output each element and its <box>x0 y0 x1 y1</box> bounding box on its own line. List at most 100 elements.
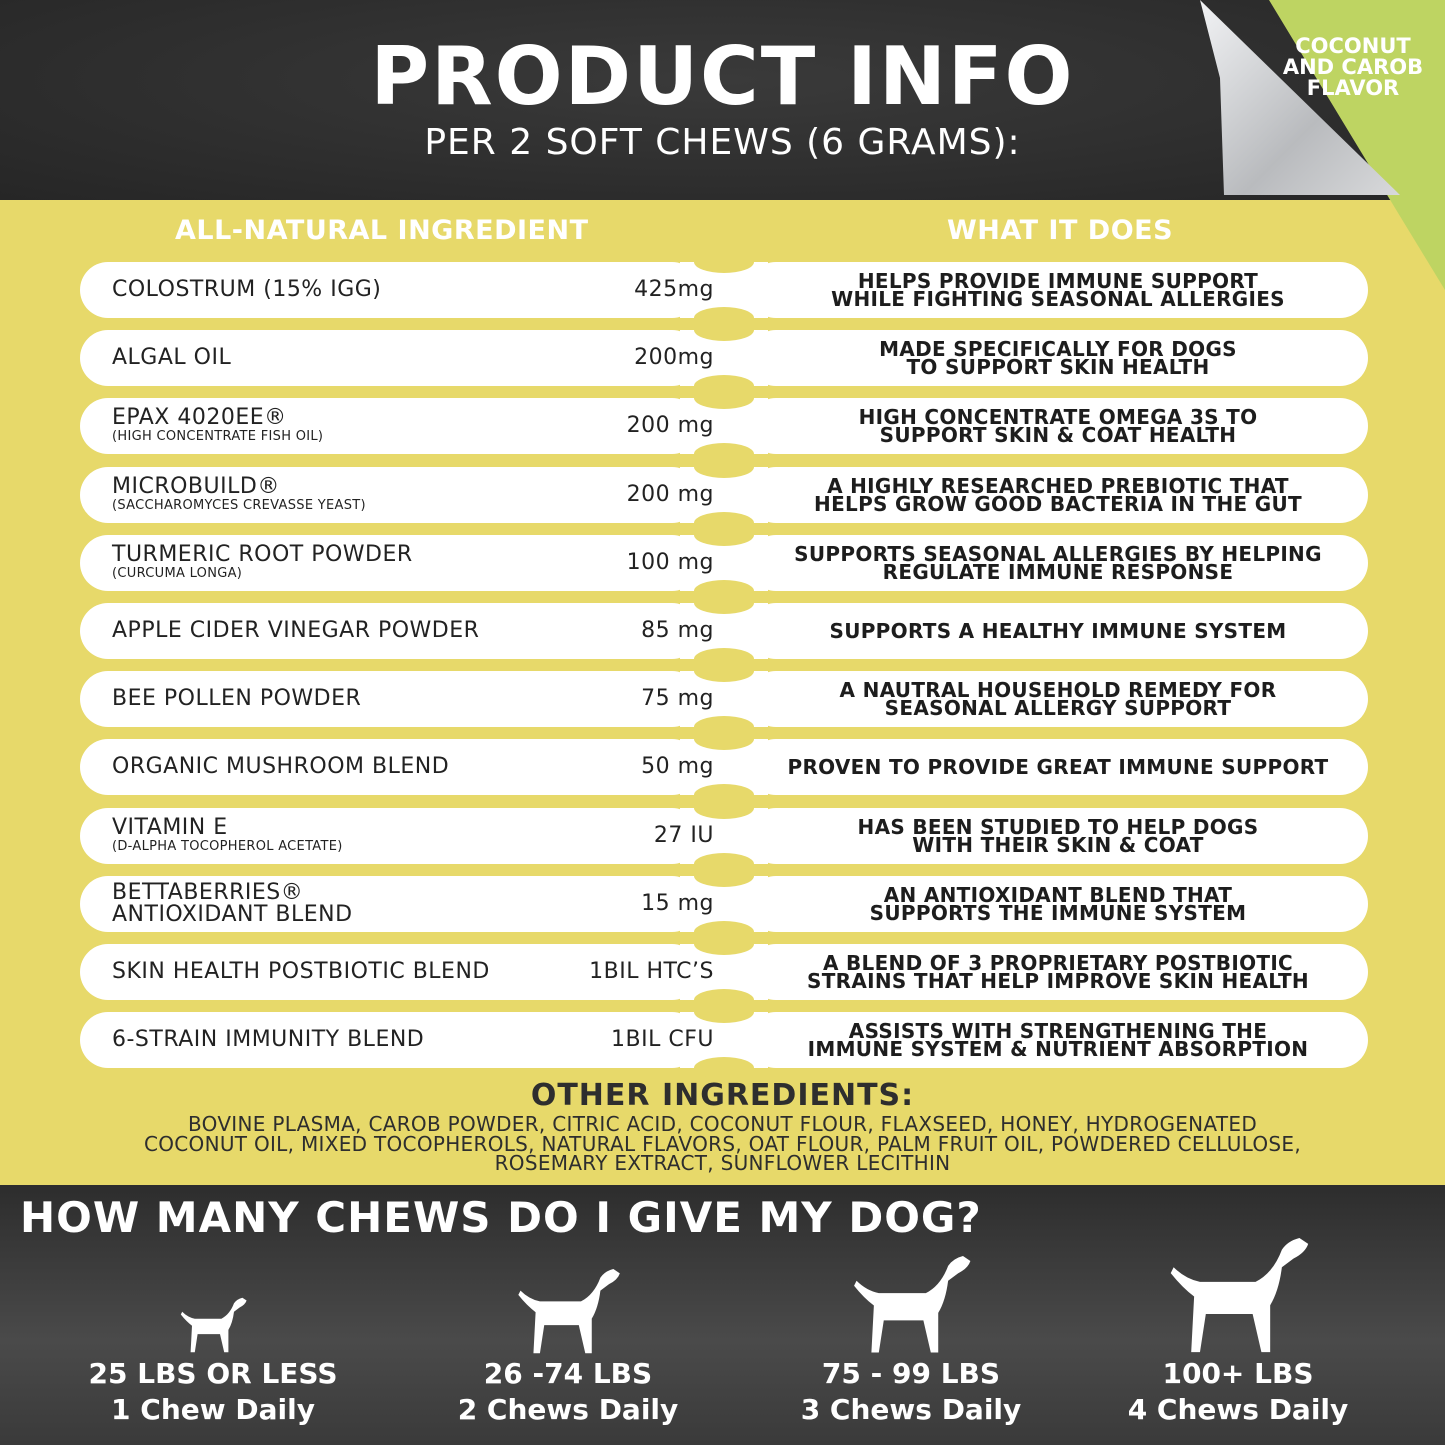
small-dog-icon <box>180 1297 247 1352</box>
ingredient-pill <box>80 398 700 455</box>
chews-per-day: 1 Chew Daily <box>111 1393 315 1426</box>
ingredient-amount: 15 mg <box>641 890 714 916</box>
ingredient-subtitle: ANTIOXIDANT BLEND <box>112 901 353 927</box>
benefit-line: A HIGHLY RESEARCHED PREBIOTIC THAT <box>827 473 1289 498</box>
ingredient-name: MICROBUILD® <box>112 473 280 499</box>
function-pill <box>748 262 1368 318</box>
ingredient-benefit: A HIGHLY RESEARCHED PREBIOTIC THAT HELPS … <box>748 467 1368 523</box>
ingredient-benefit: A BLEND OF 3 PROPRIETARY POSTBIOTIC STRAI… <box>748 944 1368 1000</box>
ingredient-name: VITAMIN E <box>112 814 228 840</box>
ingredient-benefit: PROVEN TO PROVIDE GREAT IMMUNE SUPPORT <box>748 739 1368 795</box>
table-row: BEE POLLEN POWDER 75 mg A NAUTRAL HOUSEHOL… <box>80 660 1368 739</box>
ingredient-benefit: ASSISTS WITH STRENGTHENING THE IMMUNE SYS… <box>748 1012 1368 1068</box>
chews-per-day: 4 Chews Daily <box>1127 1393 1349 1426</box>
ingredient-amount: 100 mg <box>626 549 714 575</box>
benefit-line: WITH THEIR SKIN & COAT <box>912 832 1204 857</box>
function-pill <box>748 466 1368 523</box>
ingredient-name: APPLE CIDER VINEGAR POWDER <box>112 618 480 643</box>
function-pill <box>748 671 1368 728</box>
function-pill <box>748 739 1368 796</box>
ingredient-pill <box>80 603 700 659</box>
function-pill <box>748 330 1368 387</box>
ingredient-name: COLOSTRUM (15% IGG) <box>112 277 382 302</box>
ingredient-name-cell: SKIN HEALTH POSTBIOTIC BLEND <box>112 944 490 1000</box>
page-curl-corner <box>1170 0 1445 290</box>
ingredient-pill <box>80 466 700 523</box>
table-row: 6-STRAIN IMMUNITY BLEND 1BIL CFU ASSISTS W… <box>80 1001 1368 1080</box>
ingredient-name: ORGANIC MUSHROOM BLEND <box>112 754 450 780</box>
chews-per-day: 2 Chews Daily <box>457 1393 679 1426</box>
giant-dog-icon <box>1170 1238 1309 1353</box>
benefit-line: A BLEND OF 3 PROPRIETARY POSTBIOTIC <box>822 951 1294 975</box>
ingredient-name-cell: BEE POLLEN POWDER <box>112 671 361 727</box>
ingredient-subtitle: (D-ALPHA TOCOPHEROL ACETATE) <box>112 838 343 854</box>
table-row: COLOSTRUM (15% IGG) 425mg HELPS PROVIDE IM… <box>80 251 1368 329</box>
benefit-line: AN ANTIOXIDANT BLEND THAT <box>883 882 1233 907</box>
benefit-line: WHILE FIGHTING SEASONAL ALLERGIES <box>831 287 1285 311</box>
flavor-line: COCONUT <box>1295 34 1411 58</box>
ingredient-pill <box>80 944 700 1000</box>
ingredient-name-cell: ORGANIC MUSHROOM BLEND <box>112 739 449 795</box>
table-row: APPLE CIDER VINEGAR POWDER 85 mg SUPPORTS … <box>80 592 1368 670</box>
table-row: BETTABERRIES® ANTIOXIDANT BLEND 15 mg AN AN… <box>80 864 1368 943</box>
benefit-line: HIGH CONCENTRATE OMEGA 3S TO <box>858 405 1258 430</box>
function-pill <box>748 534 1368 591</box>
ingredient-name-cell: APPLE CIDER VINEGAR POWDER <box>112 603 479 659</box>
benefit-line: SUPPORT SKIN & COAT HEALTH <box>879 423 1237 448</box>
table-row: VITAMIN E (D-ALPHA TOCOPHEROL ACETATE) 27 … <box>80 796 1368 875</box>
function-column-header: WHAT IT DOES <box>946 215 1174 246</box>
ingredient-column-header: ALL-NATURAL INGREDIENT <box>175 215 589 246</box>
table-row: EPAX 4020EE® (HIGH CONCENTRATE FISH OIL) 2… <box>80 387 1368 466</box>
ingredient-benefit: HAS BEEN STUDIED TO HELP DOGS WITH THEIR … <box>748 808 1368 864</box>
flavor-badge: COCONUT AND CAROB FLAVOR <box>1273 36 1433 99</box>
ingredient-amount: 27 IU <box>653 822 714 848</box>
weight-range: 75 - 99 LBS <box>821 1357 1001 1390</box>
ingredient-name-cell: ALGAL OIL <box>112 330 231 386</box>
benefit-line: SEASONAL ALLERGY SUPPORT <box>884 696 1232 721</box>
ingredient-pill <box>80 330 700 387</box>
ingredient-benefit: SUPPORTS A HEALTHY IMMUNE SYSTEM <box>748 603 1368 659</box>
ingredient-pill <box>80 739 700 796</box>
function-pill <box>748 807 1368 864</box>
ingredient-subtitle: (HIGH CONCENTRATE FISH OIL) <box>112 429 324 445</box>
ingredient-amount: 50 mg <box>641 754 714 780</box>
ingredient-amount: 200 mg <box>626 481 714 507</box>
function-pill <box>748 944 1368 1000</box>
benefit-line: SUPPORTS A HEALTHY IMMUNE SYSTEM <box>829 619 1287 643</box>
ingredient-benefit: HELPS PROVIDE IMMUNE SUPPORT WHILE FIGHTI… <box>748 262 1368 318</box>
ingredient-pill <box>80 534 700 591</box>
benefit-line: STRAINS THAT HELP IMPROVE SKIN HEALTH <box>807 969 1309 993</box>
table-row: ALGAL OIL 200mg MADE SPECIFICALLY FOR DOGS… <box>80 319 1368 398</box>
ingredient-amount: 425mg <box>634 277 714 302</box>
row-connector <box>680 592 768 670</box>
ingredient-name: SKIN HEALTH POSTBIOTIC BLEND <box>112 959 490 984</box>
row-connector <box>680 864 768 943</box>
dosage-title: HOW MANY CHEWS DO I GIVE MY DOG? <box>20 1193 982 1242</box>
benefit-line: SUPPORTS SEASONAL ALLERGIES BY HELPING <box>794 541 1322 566</box>
flavor-line: AND CAROB <box>1282 55 1424 79</box>
row-connector <box>680 1001 768 1080</box>
ingredient-name-cell: VITAMIN E (D-ALPHA TOCOPHEROL ACETATE) <box>112 808 343 864</box>
table-row: ORGANIC MUSHROOM BLEND 50 mg PROVEN TO PRO… <box>80 728 1368 807</box>
ingredient-name-cell: EPAX 4020EE® (HIGH CONCENTRATE FISH OIL) <box>112 398 323 454</box>
function-pill <box>748 398 1368 455</box>
ingredient-name: BETTABERRIES® <box>112 879 304 905</box>
weight-range: 100+ LBS <box>1162 1357 1314 1390</box>
ingredient-name-cell: COLOSTRUM (15% IGG) <box>112 262 381 318</box>
page-subtitle: PER 2 SOFT CHEWS (6 GRAMS): <box>424 122 1021 163</box>
large-dog-icon <box>854 1256 971 1353</box>
header-banner <box>0 0 1445 200</box>
row-connector <box>680 387 768 466</box>
benefit-line: ASSISTS WITH STRENGTHENING THE <box>848 1019 1268 1044</box>
weight-range: 26 -74 LBS <box>483 1357 653 1390</box>
ingredient-amount: 1BIL CFU <box>611 1027 714 1053</box>
benefit-line: HAS BEEN STUDIED TO HELP DOGS <box>857 814 1259 839</box>
ingredient-subtitle: (SACCHAROMYCES CREVASSE YEAST) <box>112 497 366 513</box>
ingredient-amount: 1BIL HTC’S <box>589 959 714 984</box>
ingredient-benefit: A NAUTRAL HOUSEHOLD REMEDY FOR SEASONAL A… <box>748 671 1368 727</box>
ingredient-name: EPAX 4020EE® <box>112 405 287 431</box>
chews-per-day: 3 Chews Daily <box>800 1393 1022 1426</box>
function-pill <box>748 875 1368 932</box>
ingredient-name-cell: TURMERIC ROOT POWDER (CURCUMA LONGA) <box>112 535 413 591</box>
benefit-line: A NAUTRAL HOUSEHOLD REMEDY FOR <box>839 678 1277 703</box>
